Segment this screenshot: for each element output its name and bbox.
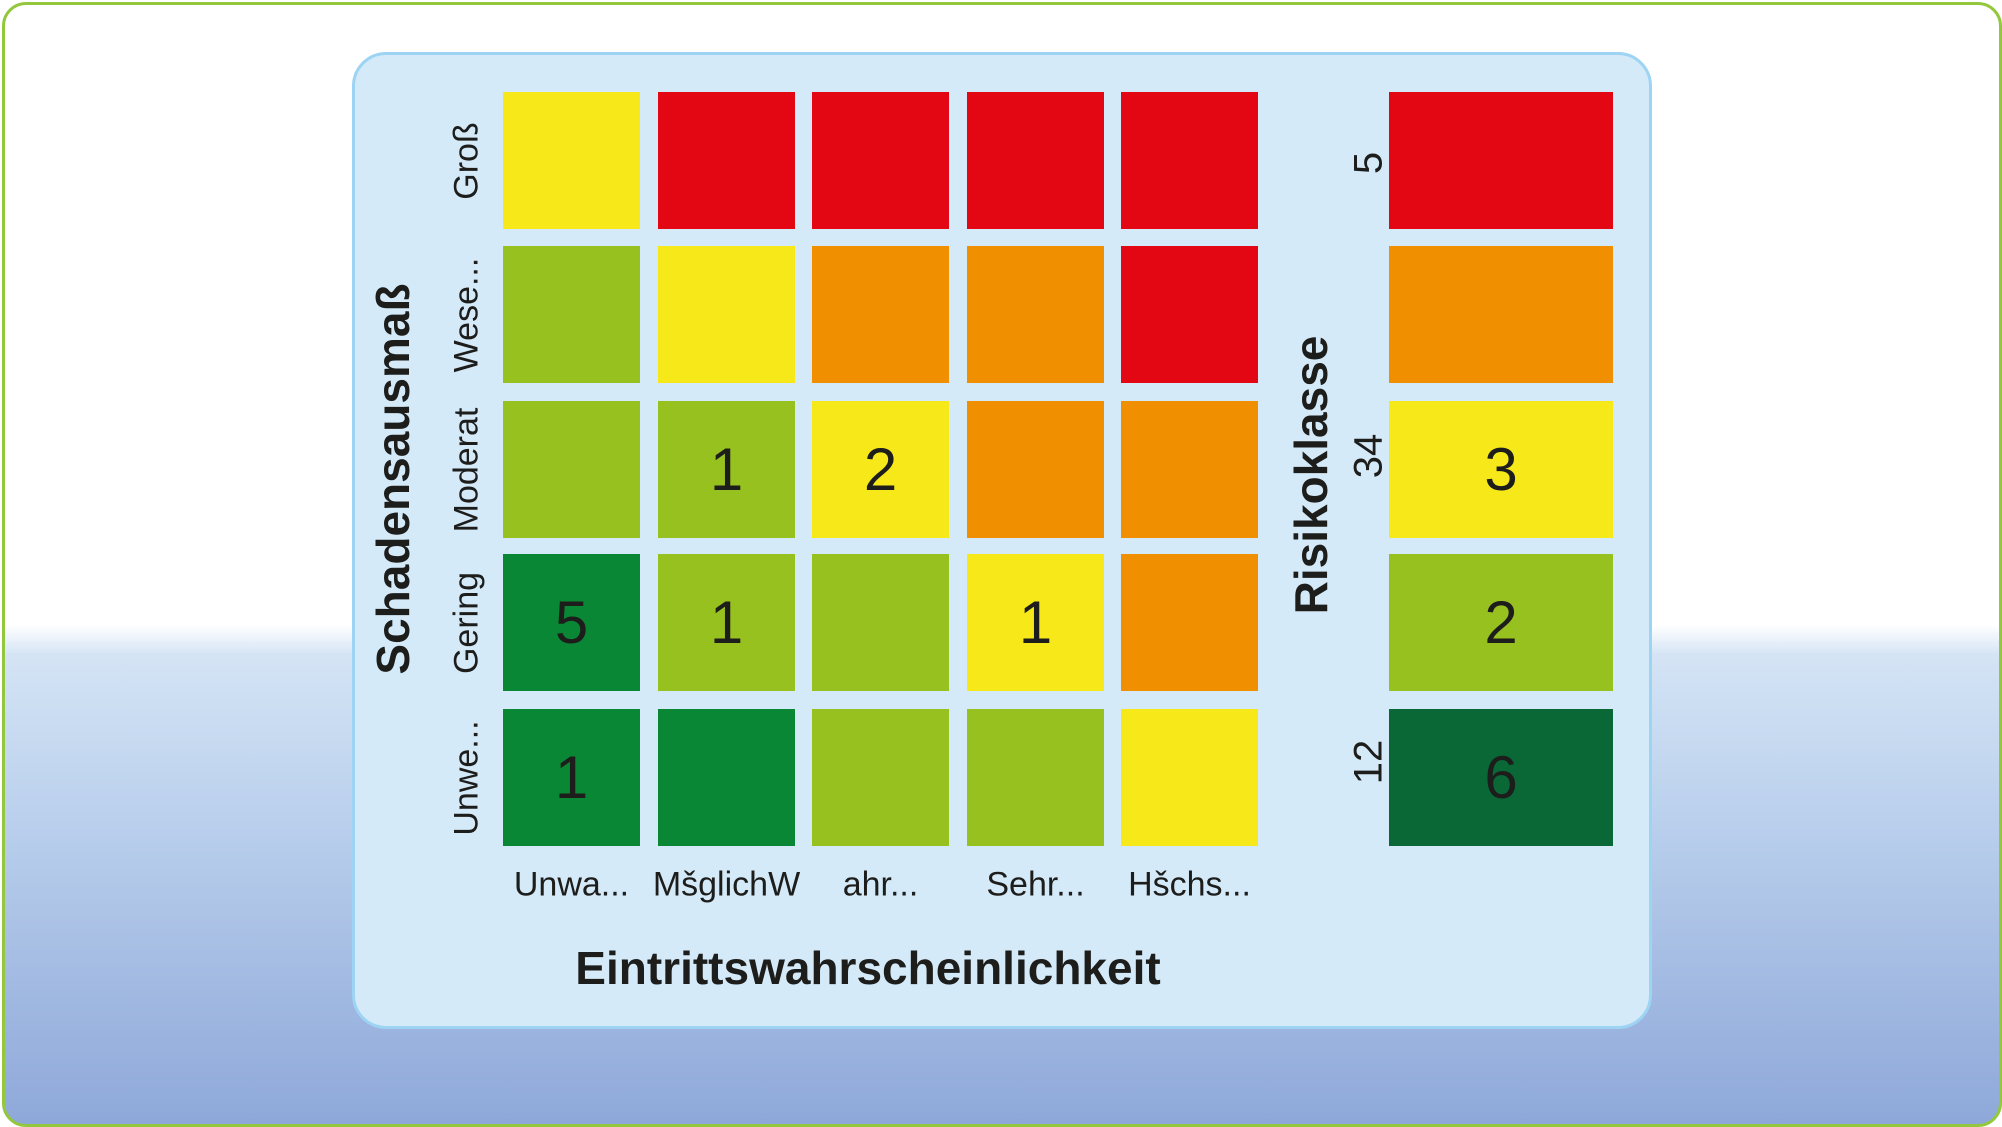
heatmap-cell xyxy=(1121,246,1258,383)
heatmap-cell xyxy=(503,401,640,538)
y-tick-label: Wese... xyxy=(447,257,486,372)
heatmap-cell: 5 xyxy=(503,554,640,691)
heatmap-cell xyxy=(503,246,640,383)
legend-tick-label: 34 xyxy=(1346,433,1391,479)
heatmap-cell: 2 xyxy=(812,401,949,538)
heatmap-cell xyxy=(967,401,1104,538)
x-tick-label: Unwa... xyxy=(513,865,630,904)
x-axis-title: Eintrittswahrscheinlichkeit xyxy=(575,942,1161,994)
legend-title: Risikoklasse xyxy=(1285,335,1337,615)
y-tick-label: Gering xyxy=(447,571,486,674)
legend-swatch: 6 xyxy=(1389,709,1613,846)
heatmap-cell xyxy=(658,246,795,383)
y-axis-title: Schadensausmaß xyxy=(367,283,419,675)
heatmap-cell: 1 xyxy=(658,401,795,538)
legend-swatch xyxy=(1389,246,1613,383)
heatmap-cell xyxy=(812,709,949,846)
x-tick-label: Sehr... xyxy=(986,865,1085,904)
x-tick-label: MšglichW xyxy=(652,865,801,904)
x-tick-label: ahr... xyxy=(842,865,919,904)
heatmap-cell xyxy=(1121,92,1258,229)
y-tick-label: Groß xyxy=(447,121,486,200)
heatmap-cell xyxy=(967,709,1104,846)
heatmap-cell xyxy=(812,92,949,229)
heatmap-cell xyxy=(812,554,949,691)
heatmap-cell xyxy=(1121,401,1258,538)
legend-swatch: 2 xyxy=(1389,554,1613,691)
y-tick-label: Moderat xyxy=(447,407,486,532)
heatmap-cell xyxy=(658,709,795,846)
heatmap-cell xyxy=(967,92,1104,229)
heatmap-cell xyxy=(812,246,949,383)
heatmap-cell xyxy=(967,246,1104,383)
legend-tick-label: 12 xyxy=(1346,739,1391,785)
heatmap-cell: 1 xyxy=(967,554,1104,691)
x-tick-label: Hšchs... xyxy=(1128,865,1251,904)
heatmap-cell xyxy=(1121,554,1258,691)
legend-swatch xyxy=(1389,92,1613,229)
heatmap-cell: 1 xyxy=(503,709,640,846)
heatmap-cell xyxy=(503,92,640,229)
legend-tick-label: 5 xyxy=(1346,151,1391,175)
heatmap-cell xyxy=(1121,709,1258,846)
legend-swatch: 3 xyxy=(1389,401,1613,538)
heatmap-cell xyxy=(658,92,795,229)
heatmap-cell: 1 xyxy=(658,554,795,691)
y-tick-label: Unwe... xyxy=(447,719,486,836)
